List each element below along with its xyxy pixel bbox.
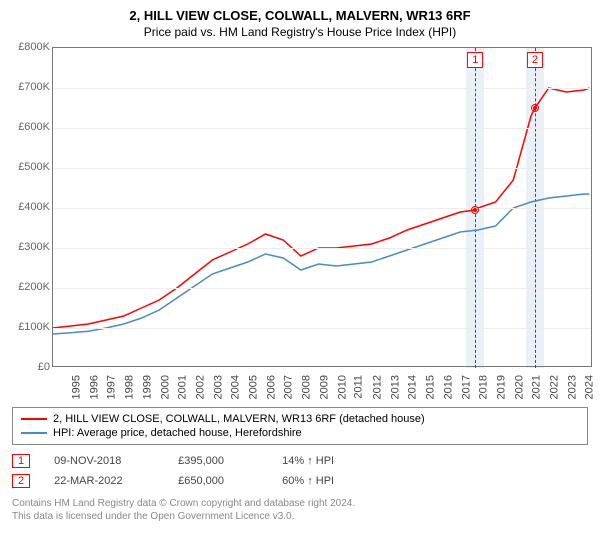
sale-marker: [471, 206, 479, 214]
x-tick-label: 2015: [425, 375, 437, 399]
sale-badge: 2: [12, 474, 30, 488]
y-tick-label: £600K: [18, 121, 50, 133]
gridline: [53, 288, 591, 289]
x-tick-label: 2017: [460, 375, 472, 399]
legend-text: 2, HILL VIEW CLOSE, COLWALL, MALVERN, WR…: [53, 413, 425, 425]
sale-price: £395,000: [178, 455, 258, 467]
gridline: [53, 328, 591, 329]
x-tick-label: 2014: [407, 375, 419, 399]
x-tick-label: 2001: [177, 375, 189, 399]
sale-badge: 1: [12, 454, 30, 468]
sale-marker-label: 1: [467, 52, 483, 68]
sale-row: 2 22-MAR-2022 £650,000 60% ↑ HPI: [12, 471, 588, 491]
sale-price: £650,000: [178, 475, 258, 487]
legend-item: HPI: Average price, detached house, Here…: [21, 426, 579, 440]
x-tick-label: 2004: [230, 375, 242, 399]
y-tick-label: £800K: [18, 41, 50, 53]
sale-date: 22-MAR-2022: [54, 475, 154, 487]
sale-hpi-delta: 14% ↑ HPI: [282, 455, 334, 467]
x-tick-label: 2022: [549, 375, 561, 399]
plot-area: 12: [52, 47, 592, 367]
x-tick-label: 2007: [283, 375, 295, 399]
y-tick-label: £0: [38, 361, 50, 373]
sale-marker: [531, 104, 539, 112]
legend-item: 2, HILL VIEW CLOSE, COLWALL, MALVERN, WR…: [21, 412, 579, 426]
x-tick-label: 2021: [531, 375, 543, 399]
sales-table: 1 09-NOV-2018 £395,000 14% ↑ HPI 2 22-MAR-202…: [12, 451, 588, 491]
gridline: [53, 128, 591, 129]
x-tick-label: 2002: [194, 375, 206, 399]
x-tick-label: 2003: [212, 375, 224, 399]
sale-marker-label: 2: [527, 52, 543, 68]
footer: Contains HM Land Registry data © Crown c…: [12, 497, 588, 523]
y-tick-label: £300K: [18, 241, 50, 253]
y-tick-label: £400K: [18, 201, 50, 213]
x-tick-label: 2016: [442, 375, 454, 399]
x-tick-label: 1995: [70, 375, 82, 399]
x-tick-label: 2009: [318, 375, 330, 399]
series-hpi: [53, 194, 590, 334]
gridline: [53, 208, 591, 209]
x-tick-label: 2018: [478, 375, 490, 399]
x-tick-label: 2000: [159, 375, 171, 399]
legend: 2, HILL VIEW CLOSE, COLWALL, MALVERN, WR…: [12, 407, 588, 445]
y-tick-label: £100K: [18, 321, 50, 333]
sale-row: 1 09-NOV-2018 £395,000 14% ↑ HPI: [12, 451, 588, 471]
chart-container: 2, HILL VIEW CLOSE, COLWALL, MALVERN, WR…: [0, 0, 600, 560]
x-tick-label: 1999: [141, 375, 153, 399]
x-tick-label: 1996: [88, 375, 100, 399]
footer-line2: This data is licensed under the Open Gov…: [12, 510, 588, 523]
x-tick-label: 2013: [389, 375, 401, 399]
legend-swatch: [21, 432, 47, 434]
x-tick-label: 2024: [584, 375, 596, 399]
y-axis: £0£100K£200K£300K£400K£500K£600K£700K£80…: [8, 47, 52, 367]
y-tick-label: £700K: [18, 81, 50, 93]
x-tick-label: 2006: [265, 375, 277, 399]
chart-subtitle: Price paid vs. HM Land Registry's House …: [8, 25, 592, 39]
x-tick-label: 2008: [301, 375, 313, 399]
x-tick-label: 2020: [513, 375, 525, 399]
gridline: [53, 88, 591, 89]
y-tick-label: £500K: [18, 161, 50, 173]
x-tick-label: 2019: [495, 375, 507, 399]
x-tick-label: 2011: [353, 375, 365, 399]
legend-text: HPI: Average price, detached house, Here…: [53, 427, 302, 439]
x-tick-label: 2023: [566, 375, 578, 399]
gridline: [53, 248, 591, 249]
x-tick-label: 2012: [371, 375, 383, 399]
sale-date: 09-NOV-2018: [54, 455, 154, 467]
chart-area: £0£100K£200K£300K£400K£500K£600K£700K£80…: [8, 47, 592, 407]
x-tick-label: 1997: [106, 375, 118, 399]
chart-title: 2, HILL VIEW CLOSE, COLWALL, MALVERN, WR…: [8, 8, 592, 23]
legend-swatch: [21, 418, 47, 420]
gridline: [53, 168, 591, 169]
x-tick-label: 2005: [248, 375, 260, 399]
sale-hpi-delta: 60% ↑ HPI: [282, 475, 334, 487]
y-tick-label: £200K: [18, 281, 50, 293]
x-tick-label: 1998: [124, 375, 136, 399]
footer-line1: Contains HM Land Registry data © Crown c…: [12, 497, 588, 510]
x-tick-label: 2010: [336, 375, 348, 399]
x-axis: 1995 1996 1997 1998 1999 2000 2001 2002 2003 2004…: [52, 367, 592, 407]
